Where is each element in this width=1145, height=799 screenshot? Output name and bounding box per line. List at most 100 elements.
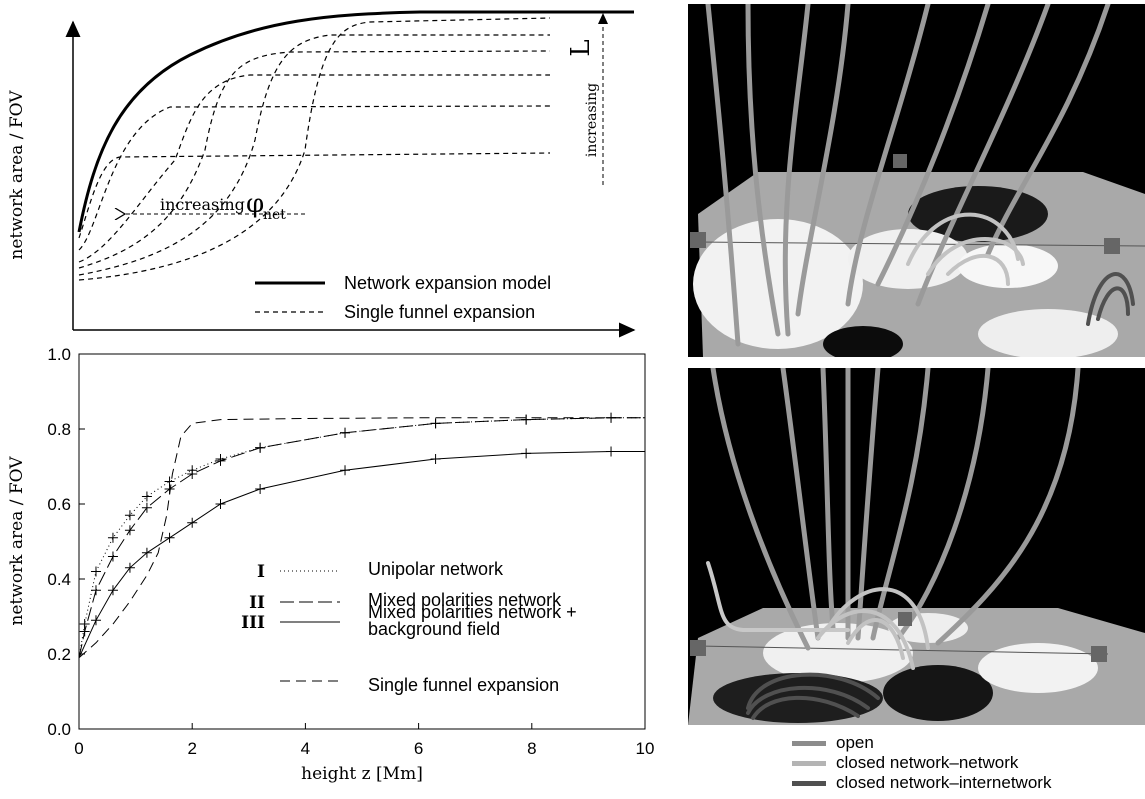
data-point-marker: [215, 499, 226, 509]
magnetogram-patch: [883, 665, 993, 721]
x-tick-label: 0: [74, 739, 83, 758]
funnel-curve: [78, 152, 551, 239]
data-point-marker: [255, 442, 266, 453]
magnetogram-patch: [848, 229, 968, 289]
render-bottom-scene: [688, 368, 1145, 725]
render-bottom: [688, 368, 1145, 725]
series-line-funnel: [78, 417, 645, 659]
data-point-marker: [255, 484, 266, 494]
tube-legend-item: closed network–network: [792, 753, 1145, 773]
field-lines: [706, 368, 1081, 720]
axis-cube: [1104, 238, 1120, 254]
data-point-marker: [521, 448, 532, 459]
data-point-marker: [187, 517, 198, 528]
phi-annotation: increasing φ net: [125, 189, 305, 223]
data-point-marker: [107, 585, 118, 596]
schematic-ylabel: network area / FOV: [7, 90, 27, 260]
increasing-label-horizontal: increasing: [160, 195, 245, 214]
y-tick-label: 0.0: [47, 720, 71, 739]
data-point-marker: [141, 502, 152, 513]
data-point-marker: [107, 551, 118, 562]
data-point-marker: [340, 427, 351, 438]
phi-subscript: net: [263, 207, 286, 223]
schematic-legend: Network expansion model Single funnel ex…: [255, 273, 551, 322]
data-point-marker: [124, 562, 135, 573]
tube-swatch-closed-network: [792, 761, 826, 767]
plot-frame: [78, 353, 646, 730]
tube-legend-label: closed network–internetwork: [836, 773, 1052, 792]
increasing-label-vertical: increasing: [584, 83, 600, 157]
data-point-marker: [521, 414, 532, 425]
data-point-marker: [606, 446, 617, 457]
legend-label-II: Mixed polarities network: [368, 590, 562, 610]
legend-label-III: Mixed polarities network + background fie…: [368, 602, 577, 639]
tube-swatch-open: [792, 741, 826, 747]
funnel-curve: [78, 17, 551, 281]
y-tick-label: 0.2: [47, 645, 71, 664]
tube-legend-label: closed network–network: [836, 753, 1019, 772]
data-point-marker: [90, 566, 101, 577]
data-point-marker: [215, 455, 226, 466]
axis-cube: [690, 640, 706, 656]
schematic-panel: network area / FOV L increasing increasi…: [7, 10, 636, 338]
legend-label-funnel-data: Single funnel expansion: [368, 675, 559, 695]
data-point-marker: [124, 525, 135, 536]
magnetogram-patch: [978, 643, 1098, 693]
data-xlabel: height z [Mm]: [301, 764, 423, 784]
data-point-marker: [164, 532, 175, 543]
tube-legend: open closed network–network closed netwo…: [792, 733, 1145, 793]
y-tick-label: 0.6: [47, 495, 71, 514]
L-label: L: [566, 39, 596, 56]
legend-label-network: Network expansion model: [344, 273, 551, 293]
network-expansion-curve: [77, 10, 634, 233]
data-point-marker: [430, 454, 441, 464]
axis-ticks: 0 2 4 6 8 10 0.0 0.2 0.4 0.6 0.8 1.0: [47, 345, 654, 758]
data-point-marker: [141, 547, 152, 558]
data-point-marker: [187, 469, 198, 479]
series-layer: [78, 412, 645, 659]
series-line-III: [78, 451, 645, 659]
render-top-scene: [690, 4, 1145, 357]
funnel-curve: [78, 74, 550, 263]
data-point-marker: [124, 510, 135, 521]
legend-tag-II: II: [249, 593, 265, 613]
x-tick-label: 2: [187, 739, 196, 758]
magnetogram-patch: [978, 309, 1118, 357]
data-point-marker: [107, 532, 118, 543]
x-tick-label: 8: [527, 739, 536, 758]
field-lines: [705, 4, 1135, 347]
funnel-curve: [78, 50, 551, 269]
x-tick-label: 4: [301, 739, 310, 758]
y-tick-label: 1.0: [47, 345, 71, 364]
tube-swatch-closed-internetwork: [792, 781, 826, 787]
tube-legend-item: closed network–internetwork: [792, 773, 1145, 793]
x-tick-label: 6: [414, 739, 423, 758]
axis-cube: [893, 154, 907, 168]
data-legend: I Unipolar network II Mixed polarities n…: [241, 559, 576, 695]
y-tick-label: 0.4: [47, 570, 71, 589]
render-top: [688, 4, 1145, 357]
phi-label: φ: [246, 189, 264, 219]
y-tick-label: 0.8: [47, 420, 71, 439]
legend-tag-III: III: [241, 613, 265, 633]
axis-cube: [898, 612, 912, 626]
data-point-marker: [141, 491, 152, 502]
render-panel: [688, 0, 1145, 799]
data-ylabel: network area / FOV: [7, 456, 27, 626]
data-point-marker: [90, 615, 101, 626]
L-annotation: L increasing: [566, 13, 608, 185]
x-tick-label: 10: [636, 739, 655, 758]
tube-legend-label: open: [836, 733, 874, 752]
legend-label-I: Unipolar network: [368, 559, 504, 579]
single-funnel-curves: [78, 17, 551, 281]
funnel-curve: [78, 34, 550, 276]
legend-tag-I: I: [257, 562, 265, 582]
series-line-II: [78, 417, 645, 658]
legend-label-funnel: Single funnel expansion: [344, 302, 535, 322]
axis-cube: [690, 232, 706, 248]
magnetogram-patch: [823, 326, 903, 357]
data-point-marker: [79, 626, 90, 637]
axis-cube: [1091, 646, 1107, 662]
data-point-marker: [340, 465, 351, 476]
